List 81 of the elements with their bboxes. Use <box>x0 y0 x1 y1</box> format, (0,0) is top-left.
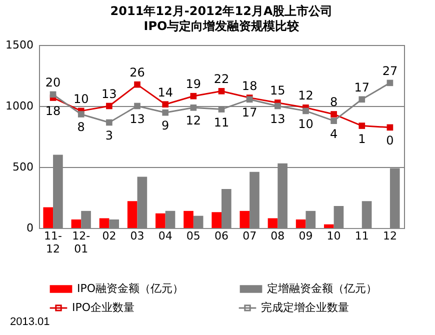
point <box>358 122 366 129</box>
data-label: 4 <box>330 126 338 141</box>
bar <box>268 218 278 228</box>
bar <box>43 207 54 228</box>
data-label: 13 <box>130 112 145 126</box>
x-tick-label: 12 <box>382 230 397 242</box>
x-tick-label: 08 <box>270 230 285 242</box>
bar <box>156 213 166 228</box>
x-tick-label: 05 <box>186 230 200 242</box>
data-label: 26 <box>130 66 145 80</box>
data-label: 14 <box>158 85 173 100</box>
bar <box>212 212 222 228</box>
point <box>134 102 140 110</box>
legend-label: IPO企业数量 <box>72 300 135 314</box>
bar <box>99 218 110 228</box>
data-label: 0 <box>386 133 394 148</box>
point <box>218 106 225 112</box>
point <box>50 91 56 98</box>
data-label: 12 <box>298 88 314 103</box>
point <box>134 81 140 88</box>
legend-label: 完成定增企业数量 <box>261 300 349 314</box>
x-tick-label: 06 <box>214 230 228 242</box>
data-label: 22 <box>214 72 230 86</box>
point <box>190 104 197 111</box>
data-label: 27 <box>382 64 398 78</box>
x-tick-label: 12- 01 <box>72 230 90 256</box>
data-label: 8 <box>330 95 338 110</box>
data-label: 8 <box>77 120 85 134</box>
x-tick-label: 07 <box>242 230 257 242</box>
data-label: 11 <box>214 115 230 130</box>
bar <box>296 219 306 228</box>
point <box>106 102 112 110</box>
data-label: 18 <box>45 104 61 118</box>
data-label: 3 <box>105 128 114 142</box>
data-label: 20 <box>45 75 61 90</box>
data-label: 9 <box>162 118 170 133</box>
data-label: 13 <box>102 87 117 101</box>
data-label: 12 <box>186 114 202 128</box>
data-label: 18 <box>242 78 258 93</box>
x-tick-label: 10 <box>326 230 341 242</box>
data-label: 17 <box>354 80 370 94</box>
bar <box>324 224 334 228</box>
legend-label: IPO融资金额（亿元） <box>77 282 184 295</box>
y-tick-label: 1500 <box>6 38 34 52</box>
data-label: 17 <box>242 105 258 120</box>
data-label: 15 <box>270 84 286 98</box>
point <box>386 124 394 131</box>
point <box>190 92 197 100</box>
chart-subtitle: IPO与定向增发融资规模比较 <box>144 19 300 33</box>
x-tick-label: 09 <box>298 230 313 242</box>
x-tick-label: 03 <box>130 230 144 242</box>
text: 2013.01 <box>10 316 50 328</box>
data-label: 13 <box>270 112 286 126</box>
bar <box>127 201 138 228</box>
point <box>274 102 281 110</box>
point <box>330 118 337 124</box>
point <box>218 88 225 94</box>
y-tick-label: 0 <box>26 222 34 234</box>
data-label: 1 <box>358 132 366 146</box>
data-label: 10 <box>73 92 89 106</box>
point <box>330 111 337 118</box>
x-tick-label: 02 <box>102 230 116 242</box>
x-tick-label: 11- 12 <box>44 230 62 256</box>
point <box>78 111 84 118</box>
y-tick-label: 500 <box>12 160 34 174</box>
point <box>386 80 394 86</box>
legend-label: 定增融资金额（亿元） <box>267 282 377 295</box>
point <box>162 109 169 116</box>
point <box>162 101 169 108</box>
chart-title: 2011年12月-2012年12月A股上市公司 <box>110 4 333 18</box>
bar <box>240 210 250 228</box>
x-tick-label: 11 <box>354 230 369 242</box>
data-label: 19 <box>186 77 202 92</box>
point <box>358 96 366 103</box>
y-tick-label: 1000 <box>6 100 34 112</box>
bar <box>184 210 194 228</box>
point <box>302 108 309 114</box>
point <box>106 119 112 126</box>
x-tick-label: 04 <box>158 230 172 242</box>
data-label: 10 <box>298 116 314 131</box>
bar <box>71 219 82 228</box>
